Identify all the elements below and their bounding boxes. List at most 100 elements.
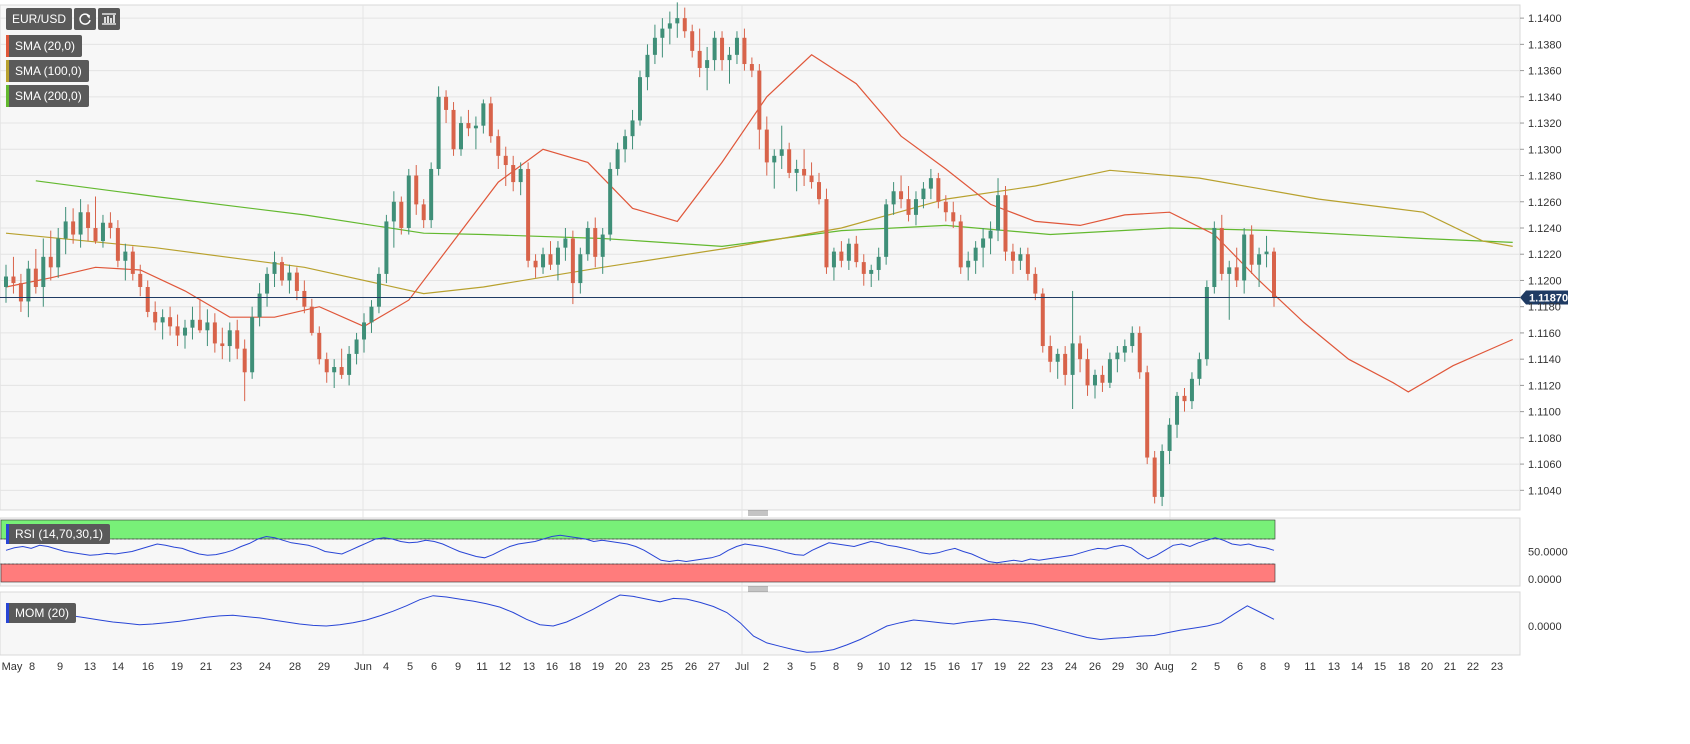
candle-down (533, 260, 538, 268)
candle-up (160, 317, 165, 323)
x-tick-label: 25 (661, 661, 673, 673)
candle-down (951, 212, 956, 222)
candle-down (496, 136, 501, 156)
candle-down (958, 221, 963, 268)
candle-down (1063, 353, 1068, 375)
candle-down (451, 109, 456, 150)
candle-down (86, 212, 91, 228)
y-tick-label: 1.1360 (1528, 66, 1562, 78)
sma100-legend-label: SMA (100,0) (15, 64, 82, 78)
candle-up (541, 254, 546, 268)
x-tick-label: Jul (735, 661, 749, 673)
x-tick-label: 8 (833, 661, 839, 673)
candle-down (1100, 374, 1105, 383)
candle-up (123, 251, 128, 261)
candle-down (220, 343, 225, 347)
sma100-legend[interactable]: SMA (100,0) (6, 60, 89, 82)
candle-up (921, 188, 926, 200)
candle-down (824, 199, 829, 268)
x-tick-label: 29 (318, 661, 330, 673)
x-tick-label: 11 (1304, 661, 1315, 673)
candle-down (18, 283, 23, 302)
chart-type-button[interactable] (98, 8, 121, 30)
candle-up (794, 168, 799, 173)
candle-up (712, 37, 717, 61)
candle-down (1048, 346, 1053, 362)
candle-down (11, 276, 16, 284)
candle-down (1003, 195, 1008, 252)
x-tick-label: 23 (230, 661, 242, 673)
sma200-legend-swatch (6, 85, 9, 107)
x-tick-label: 13 (1328, 661, 1340, 673)
candle-down (943, 201, 948, 213)
x-tick-label: 5 (810, 661, 816, 673)
candle-up (183, 327, 188, 336)
candle-up (458, 123, 463, 150)
candle-down (1145, 372, 1150, 458)
candle-up (190, 319, 195, 328)
candle-up (846, 243, 851, 261)
candle-up (227, 330, 232, 347)
candle-down (108, 222, 113, 228)
chart-type-icon (102, 13, 117, 25)
x-tick-label: May (2, 661, 23, 673)
refresh-button[interactable] (74, 8, 97, 30)
candle-down (809, 175, 814, 183)
x-tick-label: 26 (685, 661, 697, 673)
candle-down (749, 64, 754, 71)
candle-down (720, 37, 725, 61)
x-tick-label: 8 (29, 661, 35, 673)
y-tick-label: 1.1200 (1528, 275, 1562, 287)
candle-down (48, 256, 53, 268)
sma200-legend[interactable]: SMA (200,0) (6, 85, 89, 107)
candle-up (332, 367, 337, 373)
candle-down (1078, 343, 1083, 360)
candle-down (854, 243, 859, 263)
mom-legend[interactable]: MOM (20) (6, 603, 76, 623)
candle-up (1115, 352, 1120, 360)
pane-resize-handle (748, 510, 768, 516)
candle-down (153, 311, 158, 323)
x-tick-label: 8 (1260, 661, 1266, 673)
x-tick-label: 15 (1374, 661, 1386, 673)
x-tick-label: 13 (84, 661, 96, 673)
x-tick-label: 21 (1444, 661, 1456, 673)
x-tick-label: 14 (1351, 661, 1363, 673)
candle-up (645, 54, 650, 78)
candle-up (1227, 267, 1232, 274)
rsi-legend[interactable]: RSI (14,70,30,1) (6, 524, 111, 544)
candle-down (511, 165, 516, 183)
candle-up (1242, 234, 1247, 281)
candle-up (1160, 450, 1165, 497)
x-tick-label: 2 (763, 661, 769, 673)
candle-down (1025, 254, 1030, 274)
candle-down (1234, 267, 1239, 281)
candle-down (279, 262, 284, 281)
x-tick-label: 9 (57, 661, 63, 673)
candle-up (988, 230, 993, 239)
candle-up (734, 37, 739, 55)
symbol-button[interactable]: EUR/USD (6, 8, 73, 30)
candle-down (682, 18, 687, 32)
x-tick-label: 28 (289, 661, 301, 673)
candle-up (436, 96, 441, 169)
candle-up (257, 293, 262, 318)
x-tick-label: 9 (455, 661, 461, 673)
mom-legend-label: MOM (20) (15, 606, 69, 620)
candle-up (287, 272, 292, 281)
y-tick-label: 1.1400 (1528, 13, 1562, 25)
x-tick-label: 20 (1421, 661, 1433, 673)
x-tick-label: 15 (924, 661, 936, 673)
candle-down (421, 204, 426, 221)
sma20-line (5, 54, 1513, 393)
candle-up (966, 260, 971, 268)
rsi-legend-label: RSI (14,70,30,1) (15, 527, 104, 541)
sma20-legend[interactable]: SMA (20,0) (6, 35, 83, 57)
candle-down (1249, 234, 1254, 265)
x-tick-label: 19 (994, 661, 1006, 673)
x-tick-label: 5 (1214, 661, 1220, 673)
candle-down (1272, 251, 1276, 298)
x-tick-label: 23 (1041, 661, 1053, 673)
x-tick-label: 11 (476, 661, 487, 673)
